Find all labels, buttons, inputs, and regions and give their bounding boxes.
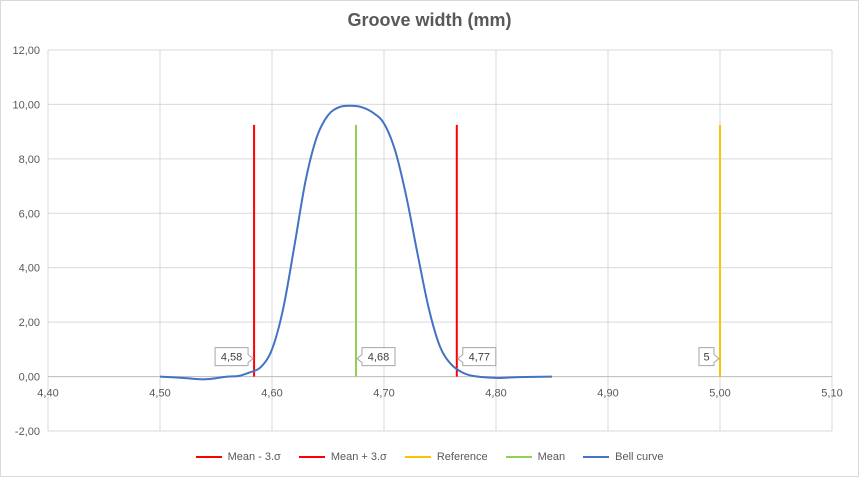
data-label-text: 4,77 (469, 352, 490, 364)
y-tick-label: 0,00 (19, 372, 40, 384)
data-label-callout (214, 347, 254, 367)
legend-swatch (583, 456, 610, 458)
x-tick-label: 4,50 (149, 388, 170, 400)
legend-label: Reference (436, 451, 488, 463)
x-tick-label: 4,70 (373, 388, 394, 400)
series-layer (159, 104, 721, 381)
data-label-callout (456, 347, 497, 367)
x-tick-label: 5,00 (709, 388, 730, 400)
legend-item: Mean + 3.σ (298, 451, 387, 463)
x-tick-label: 4,80 (485, 388, 506, 400)
legend-label: Mean (537, 451, 566, 463)
legend-swatch (505, 456, 532, 458)
data-label-text: 4,58 (221, 352, 242, 364)
data-label-text: 5 (703, 352, 709, 364)
chart-title: Groove width (mm) (347, 10, 512, 30)
y-tick-label: 10,00 (12, 99, 40, 111)
y-tick-label: -2,00 (15, 426, 40, 438)
legend-swatch (195, 456, 222, 458)
data-label-callout (356, 347, 396, 367)
series-bell-curve (159, 104, 553, 381)
y-tick-label: 2,00 (19, 317, 40, 329)
x-tick-label: 5,10 (821, 388, 842, 400)
data-label: 5 (698, 347, 720, 367)
legend: Mean - 3.σ Mean + 3.σ Reference Mean Bell cu… (0, 448, 859, 466)
y-tick-label: 4,00 (19, 263, 40, 275)
legend-item: Mean (505, 451, 566, 463)
legend-label: Bell curve (615, 451, 664, 463)
x-tick-label: 4,40 (37, 388, 58, 400)
y-tick-label: 12,00 (12, 45, 40, 57)
y-tick-label: 6,00 (19, 208, 40, 220)
legend-item: Bell curve (583, 451, 663, 463)
data-label-callout (698, 347, 720, 367)
legend-item: Reference (404, 451, 488, 463)
data-label: 4,77 (456, 347, 497, 367)
data-label: 4,58 (214, 347, 254, 367)
y-tick-label: 8,00 (19, 154, 40, 166)
legend-swatch (298, 456, 325, 458)
data-label: 4,68 (356, 347, 396, 367)
x-tick-label: 4,60 (261, 388, 282, 400)
legend-label: Mean + 3.σ (330, 451, 387, 463)
grid-layer (47, 49, 833, 432)
data-label-text: 4,68 (368, 352, 389, 364)
legend-swatch (404, 456, 431, 458)
x-tick-label: 4,90 (597, 388, 618, 400)
data-label-layer: 4,58 4,77 5 4,68 (214, 347, 720, 367)
legend-label: Mean - 3.σ (227, 451, 281, 463)
legend-item: Mean - 3.σ (195, 451, 281, 463)
tick-label-layer: -2,00 0,00 2,00 4,00 6,00 8,00 10,00 12,00 4,40 4… (12, 45, 842, 438)
